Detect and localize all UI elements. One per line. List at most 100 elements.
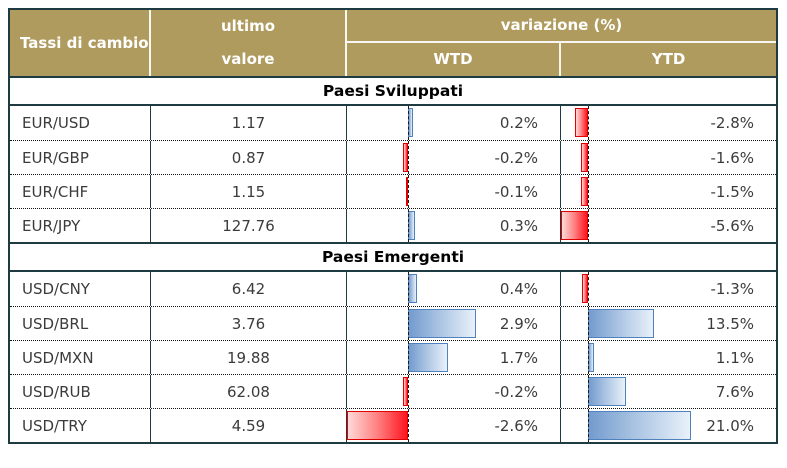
ytd-data-bar: [588, 377, 626, 406]
header-ultimo-valore: ultimo valore: [151, 10, 347, 76]
ytd-zero-axis-line: [588, 175, 590, 208]
currency-pair-cell: USD/CNY: [10, 272, 151, 306]
header-valore: valore: [221, 50, 275, 68]
ytd-cell: 7.6%: [561, 375, 776, 408]
wtd-cell: 0.2%: [347, 106, 561, 140]
currency-pair-label: USD/TRY: [22, 416, 87, 435]
ytd-zero-axis-line: [588, 409, 590, 442]
header-variazione: variazione (%): [347, 10, 776, 43]
currency-pair-cell: USD/TRY: [10, 409, 151, 442]
ytd-zero-axis-line: [588, 106, 590, 140]
table-row: EUR/CHF 1.15 -0.1% -1.5%: [10, 174, 776, 208]
ytd-zero-axis-line: [588, 272, 590, 306]
currency-pair-cell: EUR/USD: [10, 106, 151, 140]
exchange-rates-table: Tassi di cambio ultimo valore variazione…: [8, 8, 778, 444]
ytd-cell: 13.5%: [561, 307, 776, 340]
ytd-value: 7.6%: [715, 382, 754, 401]
last-value: 4.59: [231, 416, 266, 435]
table-row: USD/BRL 3.76 2.9% 13.5%: [10, 306, 776, 340]
ytd-data-bar: [580, 143, 589, 172]
ytd-value: 21.0%: [706, 416, 754, 435]
header-wtd: WTD: [347, 43, 561, 76]
currency-pair-cell: USD/BRL: [10, 307, 151, 340]
wtd-zero-axis-line: [407, 141, 409, 174]
currency-pair-cell: USD/MXN: [10, 341, 151, 374]
ytd-cell: -5.6%: [561, 209, 776, 242]
currency-pair-label: EUR/JPY: [22, 216, 81, 235]
ytd-cell: -1.6%: [561, 141, 776, 174]
currency-pair-label: USD/RUB: [22, 382, 91, 401]
last-value: 127.76: [222, 216, 275, 235]
header-ytd: YTD: [651, 50, 686, 68]
table-header: Tassi di cambio ultimo valore variazione…: [10, 10, 776, 76]
ytd-zero-axis-line: [588, 375, 590, 408]
header-tassi-di-cambio: Tassi di cambio: [10, 10, 151, 76]
currency-pair-cell: EUR/JPY: [10, 209, 151, 242]
last-value-cell: 62.08: [151, 375, 347, 408]
wtd-zero-axis-line: [407, 209, 409, 242]
wtd-zero-axis-line: [407, 106, 409, 140]
section-title: Paesi Sviluppati: [322, 82, 464, 100]
section-title: Paesi Emergenti: [321, 248, 465, 266]
currency-pair-label: EUR/USD: [22, 114, 90, 132]
currency-pair-label: EUR/CHF: [22, 182, 89, 201]
wtd-data-bar: [405, 177, 408, 206]
wtd-zero-axis-line: [407, 409, 409, 442]
wtd-value: 1.7%: [499, 348, 538, 367]
table-row: EUR/GBP 0.87 -0.2% -1.6%: [10, 140, 776, 174]
wtd-value: -2.6%: [494, 416, 538, 435]
wtd-zero-axis-line: [407, 341, 409, 374]
last-value-cell: 19.88: [151, 341, 347, 374]
wtd-data-bar: [407, 274, 418, 303]
last-value-cell: 6.42: [151, 272, 347, 306]
ytd-value: -1.6%: [710, 148, 754, 167]
ytd-zero-axis-line: [588, 141, 590, 174]
ytd-data-bar: [588, 309, 655, 338]
last-value: 62.08: [227, 382, 270, 401]
wtd-value: 0.3%: [499, 216, 538, 235]
ytd-cell: -1.3%: [561, 272, 776, 306]
ytd-value: -1.5%: [710, 182, 754, 201]
table-row: USD/MXN 19.88 1.7% 1.1%: [10, 340, 776, 374]
currency-pair-cell: EUR/CHF: [10, 175, 151, 208]
wtd-data-bar: [347, 411, 408, 440]
ytd-data-bar: [574, 108, 589, 137]
wtd-value: -0.1%: [494, 182, 538, 201]
ytd-value: -2.8%: [710, 114, 754, 132]
table-row: USD/CNY 6.42 0.4% -1.3%: [10, 272, 776, 306]
ytd-cell: 1.1%: [561, 341, 776, 374]
ytd-cell: -2.8%: [561, 106, 776, 140]
ytd-zero-axis-line: [588, 209, 590, 242]
last-value: 3.76: [231, 314, 266, 333]
ytd-cell: -1.5%: [561, 175, 776, 208]
wtd-zero-axis-line: [407, 307, 409, 340]
wtd-value: 2.9%: [499, 314, 538, 333]
last-value-cell: 127.76: [151, 209, 347, 242]
currency-pair-cell: EUR/GBP: [10, 141, 151, 174]
header-ultimo: ultimo: [220, 17, 276, 35]
ytd-data-bar: [581, 177, 589, 206]
ytd-value: 13.5%: [706, 314, 754, 333]
section-title-row: Paesi Emergenti: [10, 242, 776, 272]
wtd-cell: -0.2%: [347, 375, 561, 408]
wtd-data-bar: [407, 309, 476, 338]
ytd-data-bar: [588, 411, 691, 440]
last-value: 1.17: [231, 114, 266, 132]
table-row: USD/RUB 62.08 -0.2% 7.6%: [10, 374, 776, 408]
wtd-cell: -0.1%: [347, 175, 561, 208]
wtd-cell: 0.4%: [347, 272, 561, 306]
wtd-cell: -2.6%: [347, 409, 561, 442]
ytd-value: -5.6%: [710, 216, 754, 235]
last-value-cell: 4.59: [151, 409, 347, 442]
wtd-data-bar: [403, 377, 408, 406]
currency-pair-label: USD/BRL: [22, 314, 89, 333]
last-value-cell: 1.15: [151, 175, 347, 208]
ytd-data-bar: [582, 274, 589, 303]
last-value-cell: 1.17: [151, 106, 347, 140]
table-row: EUR/JPY 127.76 0.3% -5.6%: [10, 208, 776, 242]
last-value: 0.87: [231, 148, 266, 167]
wtd-data-bar: [407, 343, 448, 372]
section-title-row: Paesi Sviluppati: [10, 76, 776, 106]
last-value: 1.15: [231, 182, 266, 201]
wtd-value: 0.2%: [499, 114, 538, 132]
